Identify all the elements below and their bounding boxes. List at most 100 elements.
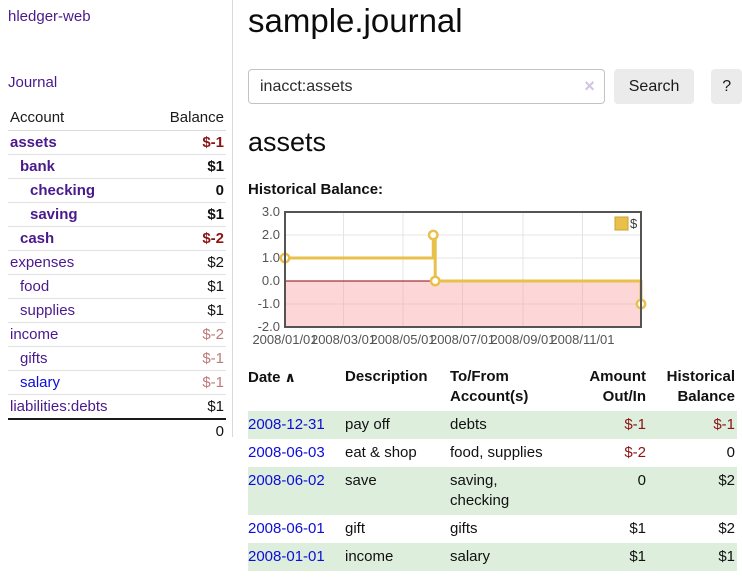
account-link[interactable]: food	[20, 278, 50, 295]
account-balance: $-1	[202, 134, 224, 151]
accounts-header-balance: Balance	[146, 106, 226, 131]
account-link[interactable]: expenses	[10, 254, 75, 271]
account-link[interactable]: supplies	[20, 302, 76, 319]
transaction-row: 2008-06-03 eat & shop food, supplies $-2 0	[248, 439, 737, 467]
svg-text:2008/09/01: 2008/09/01	[490, 332, 555, 347]
svg-text:2008/11/01: 2008/11/01	[550, 332, 614, 347]
register-table: Date ∧ Description To/From Account(s) Amount O…	[248, 365, 737, 571]
svg-text:0.0: 0.0	[262, 273, 280, 288]
accounts-header-account: Account	[8, 106, 147, 131]
register-header-historical: Historical Balance	[666, 368, 735, 405]
account-row: salary $-1	[8, 370, 226, 395]
balance-chart-svg: $3.0 2.0 1.0 0.0 -1.0 -2.02008/01/012008/03/0…	[252, 204, 647, 347]
transaction-amount: 0	[563, 467, 648, 515]
register-header-description: Description	[345, 368, 428, 385]
transaction-amount: $-2	[624, 444, 646, 461]
account-balance: $1	[146, 394, 226, 419]
svg-text:2.0: 2.0	[262, 227, 280, 242]
transaction-date-link[interactable]: 2008-01-01	[248, 548, 325, 565]
account-row: gifts $-1	[8, 346, 226, 371]
account-link[interactable]: checking	[30, 182, 96, 199]
account-balance: $1	[146, 298, 226, 323]
account-link[interactable]: cash	[20, 230, 55, 247]
transaction-description: income	[345, 543, 450, 571]
account-link[interactable]: bank	[20, 158, 56, 175]
transaction-accounts: saving, checking	[450, 467, 563, 515]
clear-search-icon[interactable]: ×	[584, 76, 595, 96]
account-row: cash $-2	[8, 226, 226, 251]
search-input[interactable]	[248, 69, 605, 104]
search-box: ×	[248, 69, 605, 104]
transaction-date-link[interactable]: 2008-06-02	[248, 472, 325, 489]
svg-text:-1.0: -1.0	[258, 296, 280, 311]
svg-text:2008/01/01: 2008/01/01	[252, 332, 317, 347]
svg-text:$: $	[630, 216, 638, 231]
main-content: sample.journal × Search ? assets Histori…	[248, 0, 742, 571]
transaction-row: 2008-06-02 save saving, checking 0 $2	[248, 467, 737, 515]
transaction-date-link[interactable]: 2008-06-01	[248, 520, 325, 537]
account-row: bank $1	[8, 154, 226, 179]
transaction-date-link[interactable]: 2008-06-03	[248, 444, 325, 461]
register-header-tofrom: To/From Account(s)	[450, 368, 529, 405]
account-row: income $-2	[8, 322, 226, 347]
account-balance: $-2	[146, 226, 226, 251]
transaction-balance: 0	[726, 444, 735, 461]
help-button[interactable]: ?	[711, 69, 742, 104]
search-row: × Search ?	[248, 69, 742, 104]
svg-text:2008/07/01: 2008/07/01	[430, 332, 495, 347]
account-row: checking 0	[8, 178, 226, 203]
transaction-amount: $-1	[563, 411, 648, 439]
account-balance: $1	[146, 274, 226, 299]
account-row: food $1	[8, 274, 226, 299]
account-balance: $-1	[146, 346, 226, 371]
account-link[interactable]: liabilities:debts	[10, 398, 108, 415]
account-row: expenses $2	[8, 250, 226, 275]
transaction-row: 2008-06-01 gift gifts $1 $2	[248, 515, 737, 543]
transaction-date-link[interactable]: 2008-12-31	[248, 416, 325, 433]
nav-journal-link[interactable]: Journal	[8, 74, 58, 91]
account-balance: 0	[146, 178, 226, 203]
account-link[interactable]: income	[10, 326, 59, 343]
sidebar-divider	[232, 0, 233, 437]
account-row: assets $-1	[8, 131, 226, 155]
account-link[interactable]: saving	[30, 206, 78, 223]
transaction-row: 2008-01-01 income salary $1 $1	[248, 543, 737, 571]
search-button[interactable]: Search	[613, 69, 695, 104]
transaction-balance: $2	[718, 520, 735, 537]
app-title[interactable]: hledger-web	[8, 8, 91, 25]
transaction-description: pay off	[345, 411, 450, 439]
transaction-accounts: food, supplies	[450, 444, 543, 461]
transaction-balance: $-1	[648, 411, 737, 439]
transaction-description: save	[345, 467, 450, 515]
transaction-description: gift	[345, 520, 366, 537]
svg-text:2008/03/01: 2008/03/01	[311, 332, 376, 347]
svg-text:2008/05/01: 2008/05/01	[370, 332, 435, 347]
register-header-amount: Amount Out/In	[589, 368, 646, 405]
transaction-accounts: gifts	[450, 520, 478, 537]
svg-text:-2.0: -2.0	[258, 319, 280, 334]
transaction-amount: $1	[563, 543, 648, 571]
page-title: sample.journal	[248, 2, 463, 39]
transaction-accounts: debts	[450, 411, 563, 439]
accounts-table: Account Balance assets $-1 bank $1 checking 0…	[8, 106, 226, 443]
account-balance: $-1	[146, 370, 226, 395]
account-link[interactable]: salary	[20, 374, 61, 391]
account-balance: $1	[146, 154, 226, 179]
account-balance: $1	[146, 202, 226, 227]
transaction-balance: $1	[648, 543, 737, 571]
account-heading: assets	[248, 127, 327, 157]
transaction-balance: $2	[648, 467, 737, 515]
account-link[interactable]: assets	[10, 134, 57, 151]
account-link[interactable]: gifts	[20, 350, 48, 367]
chart-title: Historical Balance:	[248, 181, 384, 198]
register-header-date[interactable]: Date ∧	[248, 369, 296, 386]
account-balance: $-2	[146, 322, 226, 347]
svg-text:3.0: 3.0	[262, 204, 280, 219]
accounts-total-value: 0	[146, 418, 226, 443]
sort-ascending-icon: ∧	[284, 369, 296, 385]
svg-text:1.0: 1.0	[262, 250, 280, 265]
account-row: liabilities:debts $1	[8, 394, 226, 419]
account-row: saving $1	[8, 202, 226, 227]
transaction-accounts: salary	[450, 543, 563, 571]
